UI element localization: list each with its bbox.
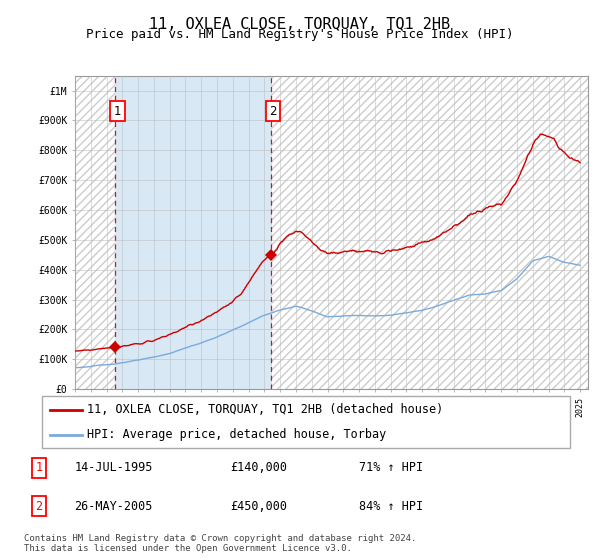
Text: 71% ↑ HPI: 71% ↑ HPI [359, 461, 423, 474]
Text: 14-JUL-1995: 14-JUL-1995 [74, 461, 152, 474]
Text: 1: 1 [35, 461, 42, 474]
Text: 84% ↑ HPI: 84% ↑ HPI [359, 500, 423, 512]
Text: 2: 2 [35, 500, 42, 512]
Text: 11, OXLEA CLOSE, TORQUAY, TQ1 2HB: 11, OXLEA CLOSE, TORQUAY, TQ1 2HB [149, 17, 451, 32]
Text: £140,000: £140,000 [230, 461, 287, 474]
Text: 1: 1 [113, 105, 121, 118]
Text: Price paid vs. HM Land Registry's House Price Index (HPI): Price paid vs. HM Land Registry's House … [86, 28, 514, 41]
Text: 2: 2 [269, 105, 277, 118]
Bar [115, 76, 271, 389]
Text: £450,000: £450,000 [230, 500, 287, 512]
Text: Contains HM Land Registry data © Crown copyright and database right 2024.
This d: Contains HM Land Registry data © Crown c… [24, 534, 416, 553]
Text: 26-MAY-2005: 26-MAY-2005 [74, 500, 152, 512]
Text: HPI: Average price, detached house, Torbay: HPI: Average price, detached house, Torb… [87, 428, 386, 441]
Text: 11, OXLEA CLOSE, TORQUAY, TQ1 2HB (detached house): 11, OXLEA CLOSE, TORQUAY, TQ1 2HB (detac… [87, 403, 443, 417]
FancyBboxPatch shape [42, 396, 570, 448]
